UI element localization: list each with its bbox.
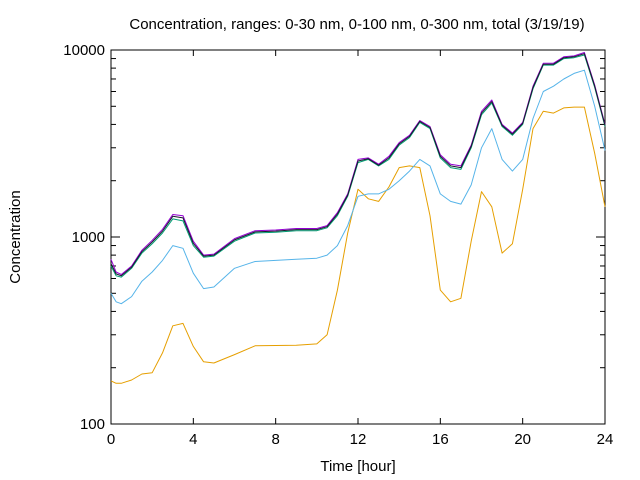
x-axis: 0 4 8 12 16 20 24: [107, 50, 614, 448]
series-line-1: [110, 106, 606, 384]
x-tick-label: 20: [514, 431, 531, 448]
x-tick-label: 0: [107, 431, 115, 448]
series-layer: [110, 52, 606, 384]
y-tick-label: 10000: [63, 42, 105, 59]
series-line-3: [110, 54, 606, 278]
x-tick-label: 8: [271, 431, 279, 448]
x-tick-label: 24: [597, 431, 614, 448]
plot-frame: [110, 49, 606, 425]
y-axis: 100 1000 10000: [63, 42, 605, 433]
y-tick-label: 1000: [72, 229, 105, 246]
x-tick-label: 16: [432, 431, 449, 448]
y-axis-title: Concentration: [7, 190, 24, 283]
plot-area: [110, 49, 606, 425]
series-line-5: [110, 53, 606, 277]
x-tick-label: 4: [189, 431, 197, 448]
series-line-2: [110, 69, 606, 305]
x-tick-label: 12: [350, 431, 367, 448]
x-axis-title: Time [hour]: [320, 458, 395, 475]
chart-title: Concentration, ranges: 0-30 nm, 0-100 nm…: [129, 16, 584, 33]
y-tick-label: 100: [80, 416, 105, 433]
